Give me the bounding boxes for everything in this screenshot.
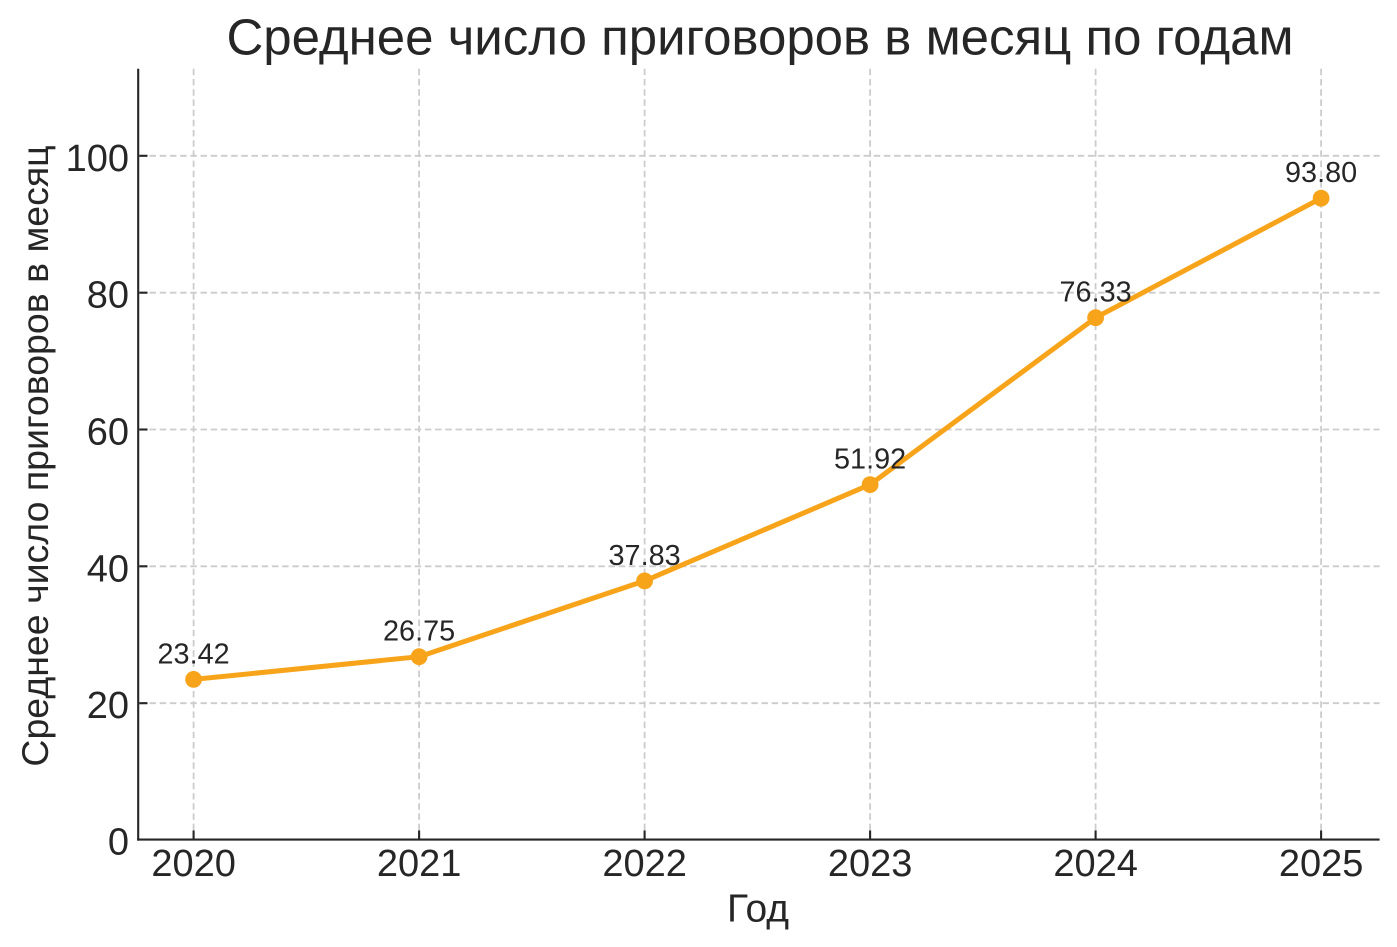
svg-text:80: 80 (87, 275, 129, 317)
svg-text:40: 40 (87, 548, 129, 590)
svg-text:2021: 2021 (377, 843, 462, 885)
svg-text:2020: 2020 (151, 843, 236, 885)
svg-text:76.33: 76.33 (1060, 277, 1132, 309)
svg-text:0: 0 (108, 822, 129, 864)
svg-text:2022: 2022 (602, 843, 687, 885)
svg-text:51.92: 51.92 (834, 444, 906, 476)
svg-text:93.80: 93.80 (1285, 157, 1357, 189)
svg-text:2023: 2023 (828, 843, 913, 885)
svg-text:23.42: 23.42 (158, 638, 230, 670)
svg-text:37.83: 37.83 (609, 540, 681, 572)
svg-text:26.75: 26.75 (383, 616, 455, 648)
svg-text:60: 60 (87, 412, 129, 454)
svg-text:Год: Год (727, 888, 789, 931)
svg-text:2025: 2025 (1279, 843, 1364, 885)
svg-text:Среднее число приговоров в мес: Среднее число приговоров в месяц (14, 145, 56, 766)
svg-text:2024: 2024 (1053, 843, 1138, 885)
svg-text:20: 20 (87, 685, 129, 727)
svg-text:100: 100 (66, 138, 129, 180)
svg-text:Среднее число приговоров в мес: Среднее число приговоров в месяц по года… (226, 9, 1293, 66)
